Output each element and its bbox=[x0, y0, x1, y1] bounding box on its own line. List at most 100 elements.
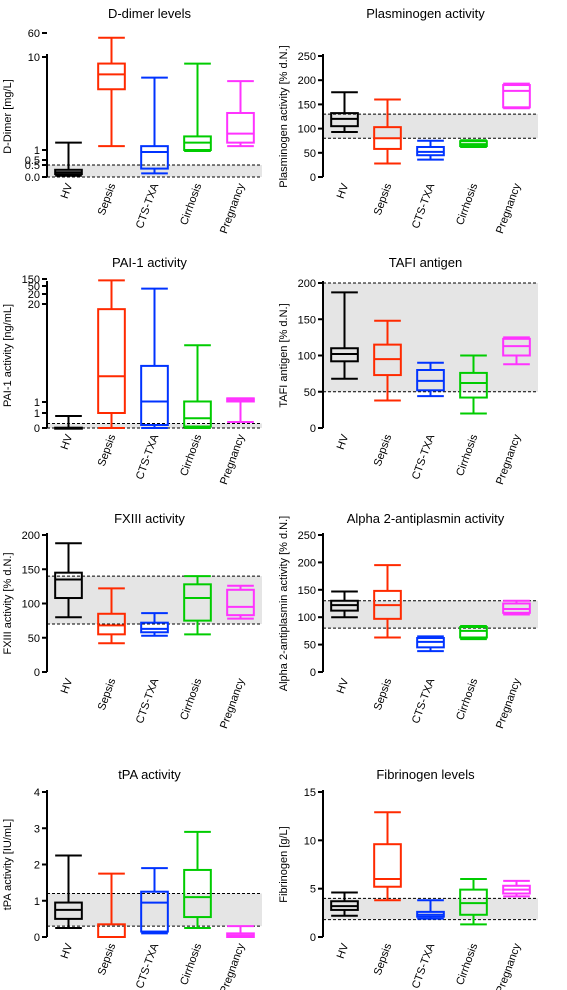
box-hv bbox=[330, 291, 359, 380]
box-sepsis bbox=[97, 279, 126, 429]
y-tick-label: 1 bbox=[34, 145, 40, 157]
x-tick-label: Pregnancy bbox=[494, 181, 523, 235]
y-tick-label: 150 bbox=[298, 314, 316, 326]
box-cts-txa bbox=[416, 635, 445, 653]
box-pregnancy bbox=[226, 80, 255, 148]
y-axis-label: Alpha 2-antiplasmin activity [% d.N.] bbox=[278, 516, 290, 691]
box-cirrhosis bbox=[459, 139, 488, 148]
box-cirrhosis bbox=[183, 575, 212, 636]
y-tick-label: 0 bbox=[34, 932, 40, 944]
iqr-box bbox=[459, 626, 488, 639]
x-tick-label: Sepsis bbox=[372, 181, 395, 217]
x-tick-label: HV bbox=[335, 676, 352, 695]
chart-panel-8: Fibrinogen levels 0 5 10 15 Fibrinogen [g/L] H… bbox=[278, 767, 538, 990]
x-tick-label: Pregnancy bbox=[494, 432, 523, 486]
x-tick-label: Cirrhosis bbox=[454, 941, 480, 986]
iqr-box bbox=[140, 890, 169, 933]
x-tick-label: Cirrhosis bbox=[454, 432, 480, 477]
y-tick-label: 100 bbox=[298, 124, 316, 136]
y-tick-label: 150 bbox=[22, 564, 40, 576]
box-cts-txa bbox=[140, 867, 169, 935]
y-tick-label: 5 bbox=[310, 884, 316, 896]
box-cts-txa bbox=[140, 76, 169, 175]
iqr-box bbox=[226, 111, 255, 144]
chart-title: FXIII activity bbox=[114, 511, 185, 526]
x-tick-label: Sepsis bbox=[372, 432, 395, 468]
x-tick-label: Cirrhosis bbox=[178, 181, 204, 226]
x-tick-label: Sepsis bbox=[96, 676, 119, 712]
chart-title: PAI-1 activity bbox=[112, 255, 187, 270]
chart-title: Fibrinogen levels bbox=[376, 767, 475, 782]
x-tick-label: Pregnancy bbox=[494, 941, 523, 990]
iqr-box bbox=[140, 621, 169, 634]
chart-title: tPA activity bbox=[118, 767, 181, 782]
iqr-box bbox=[54, 571, 83, 600]
chart-panel-7: tPA activity 0 1 2 3 4 tPA activity [IU/mL] HV S… bbox=[2, 767, 262, 990]
x-tick-label: CTS-TXA bbox=[410, 432, 438, 481]
iqr-box bbox=[140, 145, 169, 170]
chart-title: Plasminogen activity bbox=[366, 6, 485, 21]
y-tick-label: 0 bbox=[310, 932, 316, 944]
y-tick-label: 0.5 bbox=[25, 160, 40, 172]
box-hv bbox=[330, 590, 359, 619]
box-hv bbox=[54, 141, 83, 177]
x-tick-label: CTS-TXA bbox=[410, 181, 438, 230]
reference-range-band bbox=[323, 114, 538, 139]
box-sepsis bbox=[373, 564, 402, 639]
x-tick-label: Pregnancy bbox=[218, 941, 247, 990]
x-tick-label: CTS-TXA bbox=[134, 676, 162, 725]
box-cts-txa bbox=[140, 287, 169, 429]
y-axis-label: Fibrinogen [g/L] bbox=[278, 826, 290, 902]
reference-range-band bbox=[323, 283, 538, 392]
x-tick-label: Pregnancy bbox=[218, 432, 247, 486]
y-tick-label: 0 bbox=[310, 667, 316, 679]
iqr-box bbox=[140, 364, 169, 427]
y-axis-label: tPA activity [IU/mL] bbox=[2, 819, 14, 911]
box-cts-txa bbox=[140, 612, 169, 637]
iqr-box bbox=[502, 84, 531, 109]
y-tick-label: 200 bbox=[298, 557, 316, 569]
y-tick-label: 10 bbox=[28, 52, 40, 64]
y-tick-label: 150 bbox=[298, 585, 316, 597]
y-tick-label: 100 bbox=[298, 351, 316, 363]
box-pregnancy bbox=[502, 599, 531, 616]
box-pregnancy bbox=[502, 82, 531, 110]
x-tick-label: Sepsis bbox=[96, 941, 119, 977]
iqr-box bbox=[97, 612, 126, 636]
y-tick-label: 0 bbox=[310, 172, 316, 184]
box-cirrhosis bbox=[183, 62, 212, 152]
y-tick-label: 15 bbox=[304, 787, 316, 799]
box-sepsis bbox=[97, 587, 126, 645]
y-tick-label: 0.0 bbox=[25, 172, 40, 184]
y-axis-label: FXIII activity [% d.N.] bbox=[2, 552, 14, 654]
x-tick-label: Sepsis bbox=[96, 181, 119, 217]
y-tick-label: 60 bbox=[28, 28, 40, 40]
y-tick-label: 100 bbox=[298, 612, 316, 624]
box-hv bbox=[330, 891, 359, 917]
y-tick-label: 250 bbox=[298, 51, 316, 63]
x-tick-label: Sepsis bbox=[372, 676, 395, 712]
y-tick-label: 50 bbox=[28, 633, 40, 645]
box-pregnancy bbox=[226, 584, 255, 620]
box-cts-txa bbox=[416, 139, 445, 161]
y-tick-label: 10 bbox=[304, 835, 316, 847]
x-tick-label: Sepsis bbox=[96, 432, 119, 468]
box-sepsis bbox=[97, 36, 126, 148]
chart-panel-5: FXIII activity 0 50 100 150 200 FXIII activity… bbox=[2, 511, 262, 730]
box-sepsis bbox=[373, 319, 402, 402]
y-tick-label: 200 bbox=[298, 75, 316, 87]
box-cirrhosis bbox=[459, 624, 488, 641]
y-tick-label: 150 bbox=[22, 274, 40, 286]
y-tick-label: 150 bbox=[298, 99, 316, 111]
iqr-box bbox=[226, 588, 255, 617]
reference-range-band bbox=[323, 600, 538, 629]
x-tick-label: CTS-TXA bbox=[134, 181, 162, 230]
y-tick-label: 100 bbox=[22, 599, 40, 611]
chart-title: Alpha 2-antiplasmin activity bbox=[347, 511, 505, 526]
x-tick-label: Cirrhosis bbox=[178, 432, 204, 477]
x-tick-label: HV bbox=[59, 941, 76, 960]
y-tick-label: 200 bbox=[298, 278, 316, 290]
y-tick-label: 1 bbox=[34, 397, 40, 409]
reference-range-band bbox=[47, 893, 262, 927]
